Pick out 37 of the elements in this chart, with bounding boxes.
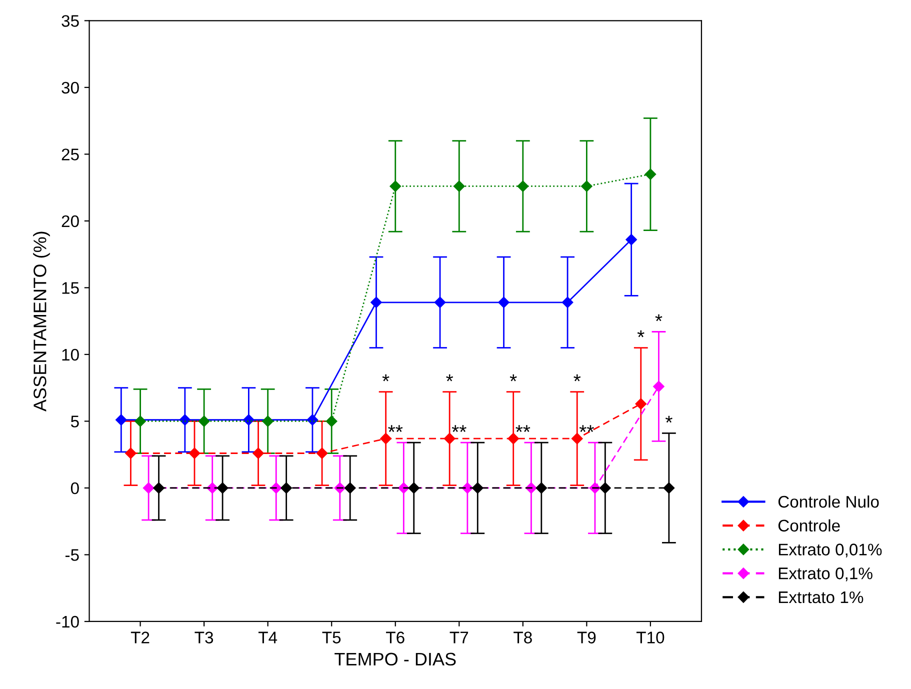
annotation: ** — [579, 425, 594, 432]
legend-label: Controle Nulo — [778, 495, 879, 508]
y-tick-label: 25 — [62, 148, 79, 160]
x-tick-label: T4 — [258, 632, 278, 644]
annotation: * — [665, 416, 672, 423]
y-tick-label: 10 — [62, 348, 79, 361]
annotation: ** — [516, 425, 530, 432]
y-tick-label: 20 — [62, 215, 79, 228]
annotation: ** — [452, 425, 466, 432]
annotation: * — [382, 374, 390, 382]
annotation: * — [574, 374, 581, 382]
annotation: * — [446, 374, 454, 382]
y-tick-label: 30 — [62, 82, 79, 94]
x-tick-label: T9 — [577, 632, 596, 644]
x-tick-label: T3 — [194, 632, 214, 644]
x-tick-label: T8 — [514, 632, 532, 644]
y-tick-label: 5 — [70, 416, 79, 428]
y-axis-title: ASSENTAMENTO (%) — [33, 232, 50, 412]
x-axis-title: TEMPO - DIAS — [334, 652, 456, 666]
legend-label: Extrato 0,1% — [778, 568, 872, 582]
legend-label: Controle — [778, 519, 840, 532]
legend-label: Extrtato 1% — [778, 591, 864, 604]
x-tick-label: T2 — [130, 632, 150, 644]
y-tick-label: 0 — [70, 482, 79, 494]
y-tick-label: -10 — [56, 616, 79, 628]
annotation: * — [655, 314, 662, 322]
x-tick-label: T5 — [322, 632, 341, 644]
y-tick-label: 15 — [62, 282, 79, 294]
y-tick-label: -5 — [65, 549, 79, 561]
annotation: * — [510, 374, 517, 382]
annotation: ** — [388, 425, 403, 432]
legend-label: Extrato 0,01% — [778, 544, 882, 558]
y-tick-label: 35 — [62, 15, 79, 27]
x-tick-label: T10 — [636, 632, 664, 644]
x-tick-label: T7 — [450, 632, 468, 644]
annotation: * — [637, 330, 644, 338]
x-tick-label: T6 — [386, 632, 404, 644]
